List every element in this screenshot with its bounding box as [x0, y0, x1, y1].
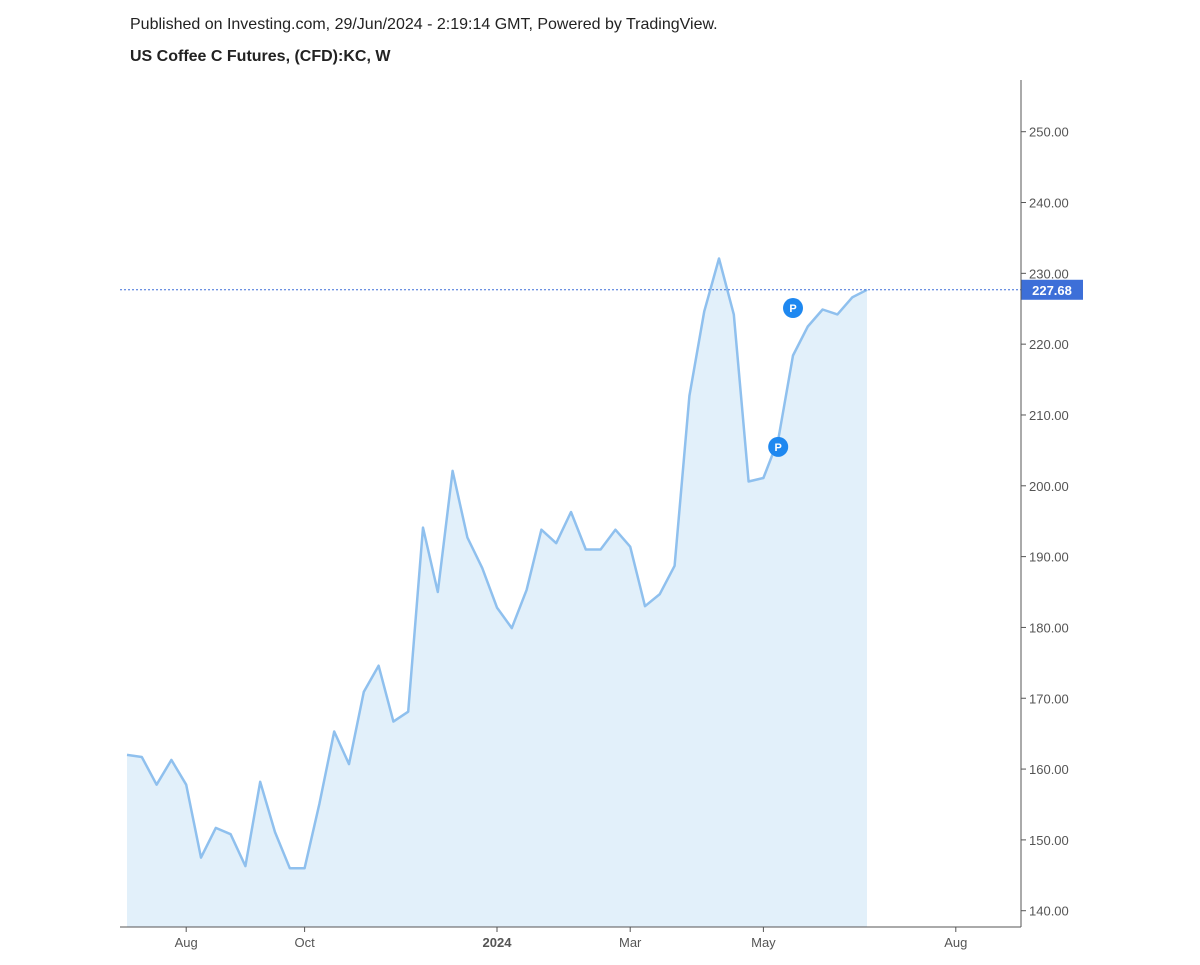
y-tick-label: 230.00 [1029, 266, 1069, 281]
y-tick-label: 180.00 [1029, 620, 1069, 635]
last-price-box [1021, 279, 1083, 300]
event-marker [768, 436, 789, 457]
event-marker-label: P [789, 303, 796, 315]
event-marker-label: P [775, 442, 782, 454]
x-tick-label: Aug [944, 935, 967, 950]
y-tick-label: 160.00 [1029, 762, 1069, 777]
x-tick-label: 2024 [483, 935, 513, 950]
y-tick-label: 220.00 [1029, 337, 1069, 352]
y-tick-label: 150.00 [1029, 833, 1069, 848]
x-tick-label: Oct [294, 935, 315, 950]
price-line [126, 257, 868, 870]
chart-subtitle: Published on Investing.com, 29/Jun/2024 … [130, 16, 718, 33]
x-tick-label: May [751, 935, 776, 950]
last-price-label: 227.68 [1032, 283, 1072, 298]
y-tick-label: 250.00 [1029, 125, 1069, 140]
y-tick-label: 170.00 [1029, 691, 1069, 706]
x-tick-label: Aug [175, 935, 198, 950]
y-tick-label: 190.00 [1029, 550, 1069, 565]
event-marker [783, 298, 803, 319]
x-tick-label: Mar [619, 935, 642, 950]
chart-title: US Coffee C Futures, (CFD):KC, W [130, 48, 391, 65]
y-tick-label: 140.00 [1029, 904, 1069, 919]
y-tick-label: 240.00 [1029, 196, 1069, 211]
y-tick-label: 210.00 [1029, 408, 1069, 423]
y-tick-label: 200.00 [1029, 479, 1069, 494]
area-fill [127, 258, 867, 927]
